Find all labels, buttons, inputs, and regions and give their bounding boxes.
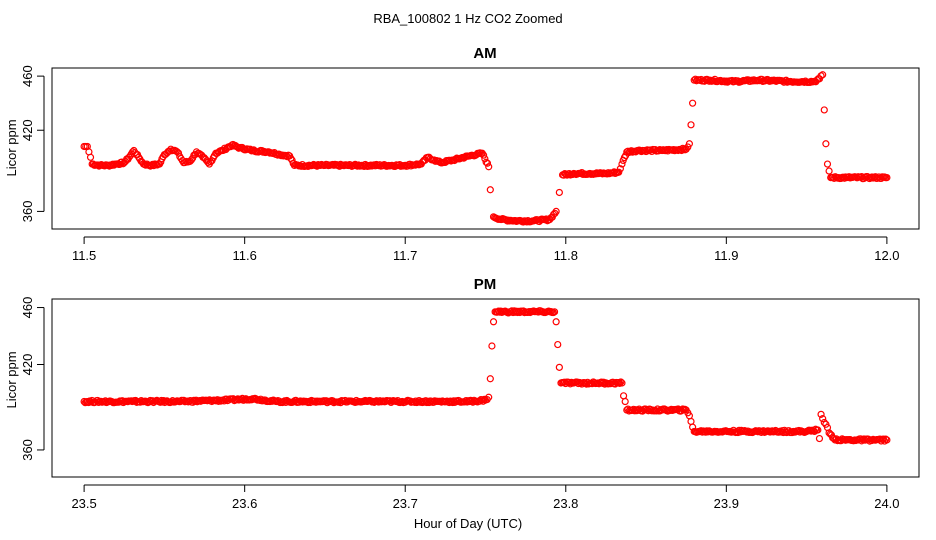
am-data-point — [86, 153, 95, 161]
am-y-tick-label: 420 — [20, 119, 35, 141]
pm-y-tick-label: 460 — [20, 297, 35, 319]
figure-title: RBA_100802 1 Hz CO2 Zoomed — [373, 11, 562, 26]
pm-y-axis-label: Licor ppm — [4, 351, 19, 408]
pm-data-point — [489, 318, 498, 326]
am-x-tick-label: 11.6 — [232, 248, 256, 263]
pm-panel-title: PM — [474, 276, 497, 293]
pm-data-point — [485, 393, 493, 401]
pm-x-tick-label: 24.0 — [874, 496, 899, 511]
pm-y-tick-label: 420 — [20, 354, 35, 376]
am-y-tick-label: 360 — [20, 201, 35, 223]
am-data-point — [485, 163, 493, 171]
pm-data-point — [687, 417, 695, 426]
pm-data-point — [817, 410, 825, 418]
pm-y-ticks: 360 420 460 — [20, 297, 45, 461]
am-data-point — [552, 207, 560, 216]
pm-data-point — [550, 308, 559, 316]
pm-data-point — [488, 342, 496, 350]
am-x-tick-label: 12.0 — [874, 248, 899, 263]
am-data-point — [689, 99, 697, 107]
pm-data-point — [618, 379, 626, 387]
am-panel: AM Licor ppm 11.5 11.6 11.7 11.8 11.9 12.0 36… — [4, 45, 920, 263]
pm-data-point — [820, 418, 828, 427]
pm-x-tick-label: 23.8 — [553, 496, 578, 511]
am-data-point — [615, 168, 623, 176]
am-data-point — [817, 72, 825, 80]
am-x-tick-label: 11.8 — [554, 248, 578, 263]
pm-data-point — [486, 375, 494, 383]
am-x-tick-label: 11.5 — [72, 248, 96, 263]
am-data-point — [823, 160, 832, 168]
pm-x-tick-label: 23.7 — [393, 496, 418, 511]
am-points — [80, 71, 891, 226]
am-panel-title: AM — [473, 45, 496, 62]
am-x-tick-label: 11.9 — [714, 248, 738, 263]
pm-plot-frame — [51, 298, 920, 478]
am-plot-frame — [51, 67, 920, 230]
pm-y-tick-label: 360 — [20, 439, 35, 461]
am-data-point — [685, 140, 694, 148]
pm-data-point — [619, 392, 628, 400]
pm-data-point — [882, 435, 890, 443]
am-x-ticks: 11.5 11.6 11.7 11.8 11.9 12.0 — [72, 236, 900, 263]
pm-data-point — [621, 397, 629, 406]
am-data-point — [820, 106, 828, 114]
pm-data-point — [555, 363, 563, 371]
pm-x-tick-label: 23.5 — [71, 496, 96, 511]
pm-data-point — [814, 426, 822, 434]
am-data-point — [825, 167, 833, 175]
pm-data-point — [552, 318, 560, 326]
am-y-axis-label: Licor ppm — [4, 119, 19, 176]
am-data-point — [616, 165, 624, 173]
pm-x-tick-label: 23.6 — [232, 496, 257, 511]
pm-panel: PM Licor ppm 23.5 23.6 23.7 23.8 23.9 24.0 36… — [4, 276, 920, 511]
am-x-tick-label: 11.7 — [393, 248, 417, 263]
pm-data-point — [819, 415, 827, 423]
pm-points — [80, 307, 891, 445]
am-data-point — [822, 140, 830, 148]
pm-data-point — [815, 434, 824, 443]
pm-data-point — [617, 378, 625, 386]
pm-data-point — [554, 340, 562, 349]
pm-data-point — [883, 436, 891, 444]
am-y-ticks: 360 420 460 — [20, 65, 45, 223]
am-data-point — [555, 188, 563, 197]
am-data-point — [479, 151, 488, 159]
pm-x-ticks: 23.5 23.6 23.7 23.8 23.9 24.0 — [71, 484, 900, 511]
am-data-point — [819, 71, 827, 79]
am-data-point — [883, 173, 891, 182]
pm-x-tick-label: 23.9 — [714, 496, 739, 511]
am-data-point — [618, 160, 626, 168]
am-data-point — [486, 186, 494, 194]
x-axis-label: Hour of Day (UTC) — [414, 516, 522, 531]
am-data-point — [687, 121, 695, 129]
am-y-tick-label: 460 — [20, 65, 35, 87]
am-data-point — [483, 159, 492, 167]
